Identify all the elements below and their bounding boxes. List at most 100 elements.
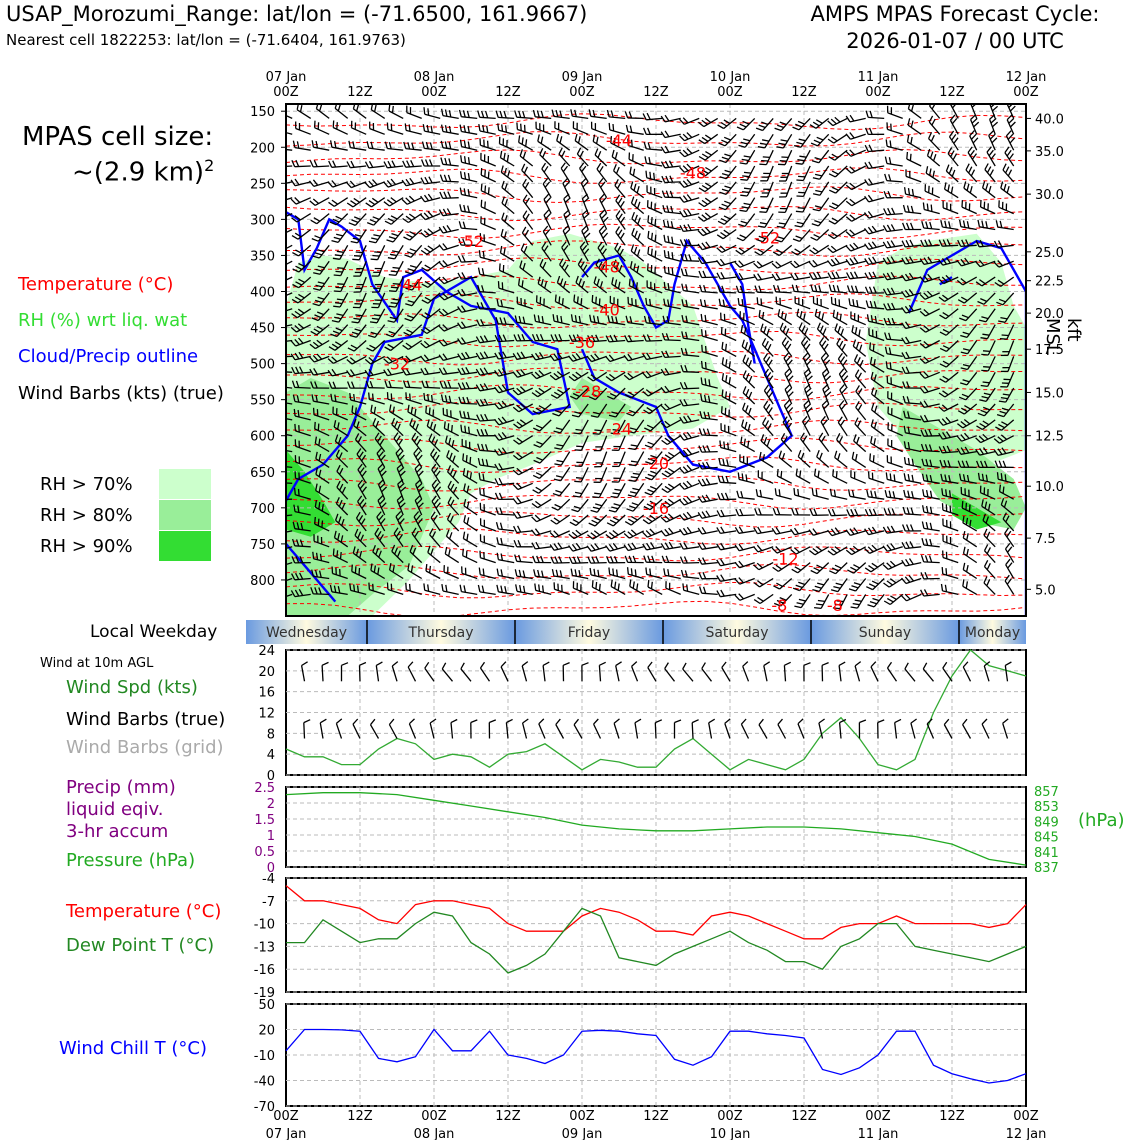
wind-barb-flag: [573, 294, 576, 302]
wind-barb-flag: [376, 447, 382, 454]
wind-barb-flag: [308, 180, 315, 187]
wind-barb-flag: [919, 276, 925, 283]
wind-barb-flag: [756, 544, 763, 552]
wind-barb-flag: [778, 450, 783, 458]
wind-barb-flag: [504, 183, 508, 191]
wind-barb-flag: [386, 122, 389, 130]
wind-barb-flag: [427, 584, 430, 592]
wind-barb-flag: [911, 188, 915, 196]
wind-barb: [819, 181, 830, 196]
wind-barb-flag: [518, 315, 522, 324]
wind-barb-flag: [623, 544, 629, 551]
wind-barb-flag: [608, 509, 616, 513]
wind-barb-flag: [448, 110, 452, 118]
wind-barb: [1002, 169, 1015, 183]
wind-barb-flag: [373, 234, 381, 237]
wind-barb-flag: [812, 588, 820, 593]
wind-barb-flag: [832, 607, 840, 610]
wind-barb-flag: [329, 140, 333, 148]
wind-barb-flag: [313, 160, 318, 167]
wind-barb-flag: [920, 589, 925, 597]
wind-barb-flag: [394, 547, 398, 555]
wind-barb: [723, 117, 737, 130]
wind-barb-flag: [501, 368, 507, 375]
wind-barb-flag: [790, 273, 795, 281]
wind-barb-flag: [645, 170, 648, 178]
wind-barb: [461, 260, 478, 263]
wind-barb: [910, 722, 916, 739]
wind-barb: [575, 514, 589, 526]
wind-barb-flag: [962, 348, 971, 352]
wind-barb-flag: [971, 104, 972, 105]
wind-barb-flag: [292, 252, 299, 257]
wind-barb-flag: [611, 277, 614, 285]
wind-barb-flag: [812, 193, 821, 196]
wind-barb: [411, 438, 423, 452]
wind-barb: [424, 589, 441, 596]
wind-barb: [442, 371, 459, 375]
wind-barb-flag: [962, 379, 970, 383]
wind-barb-flag: [371, 317, 379, 320]
wind-barb-flag: [702, 462, 707, 469]
wind-barb-flag: [839, 384, 845, 391]
wind-barb: [854, 665, 861, 682]
wind-barb: [850, 476, 866, 484]
wind-barb-flag: [684, 364, 688, 373]
wind-barb: [851, 181, 867, 191]
wind-barb-flag: [904, 662, 909, 670]
wind-barb-flag: [845, 259, 851, 266]
wind-barb: [286, 197, 293, 201]
wind-barb-flag: [355, 511, 361, 519]
wind-barb-flag: [723, 215, 731, 220]
wind-barb-flag: [279, 427, 280, 434]
wind-barb-flag: [938, 419, 944, 426]
wind-barb-flag: [496, 568, 500, 576]
wind-barb: [905, 260, 922, 265]
wind-barb-flag: [996, 413, 1004, 418]
wind-barb-flag: [683, 556, 688, 564]
wind-barb: [555, 724, 565, 739]
wind-barb-flag: [805, 371, 812, 378]
wind-barb: [646, 573, 663, 580]
wind-barb-flag: [942, 294, 949, 300]
wind-barb-flag: [387, 368, 392, 376]
wind-barb-flag: [941, 567, 944, 575]
wind-barb-flag: [929, 459, 933, 467]
wind-barb-flag: [650, 454, 658, 459]
wind-barb-flag: [766, 328, 770, 336]
wind-barb-flag: [373, 565, 377, 573]
wind-barb: [405, 129, 422, 135]
wind-barb-flag: [317, 518, 320, 526]
wind-barb-flag: [957, 299, 965, 304]
wind-barb-flag: [313, 272, 321, 275]
weekday-segment: [811, 620, 959, 644]
wind-barb-flag: [578, 278, 582, 286]
wind-barb-flag: [478, 123, 481, 132]
wind-barb-flag: [614, 488, 622, 491]
wind-barb-flag: [938, 406, 945, 412]
wind-barb-flag: [757, 526, 762, 534]
wind-barb-flag: [854, 661, 862, 667]
isotherm-line: [286, 186, 1026, 204]
wind-barb: [443, 414, 459, 421]
wind-barb: [479, 291, 496, 294]
wind-barb-flag: [409, 177, 415, 185]
wind-barb-flag: [792, 587, 800, 592]
wind-barb: [1004, 308, 1015, 323]
wind-barb-flag: [517, 278, 521, 286]
wind-barb: [572, 574, 589, 580]
wind-barb-flag: [496, 537, 500, 545]
wind-barb-flag: [462, 238, 466, 246]
wind-barb: [295, 197, 311, 205]
wind-barb: [427, 260, 441, 272]
wind-barb-flag: [964, 446, 970, 454]
wind-barb-flag: [697, 512, 703, 519]
wind-barb-flag: [388, 330, 396, 335]
pressure-tick-label: 300: [250, 213, 275, 228]
wind-barb: [294, 386, 311, 389]
wind-barb-flag: [598, 225, 605, 232]
wind-barb-flag: [495, 316, 499, 325]
wind-barb-flag: [534, 583, 537, 591]
wind-barb-flag: [671, 236, 674, 244]
top-hour-label: 00Z: [421, 85, 447, 100]
